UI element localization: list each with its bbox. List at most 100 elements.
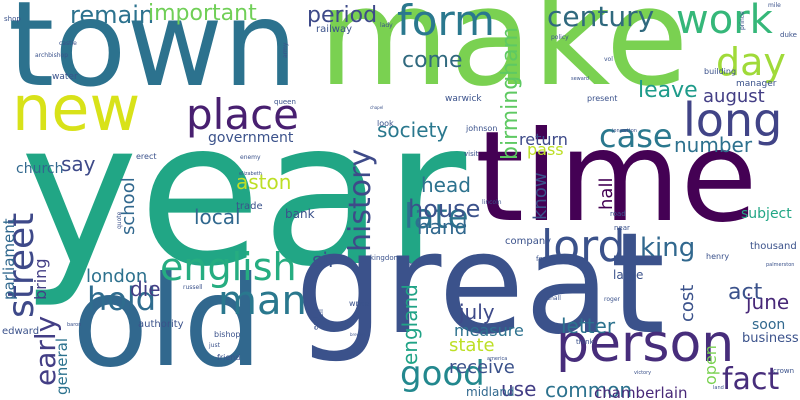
cloud-word-queen: queen <box>274 98 296 106</box>
cloud-word-hold: hold <box>87 280 157 318</box>
cloud-word-form: form <box>397 0 495 45</box>
cloud-word-archbishop: archbishop <box>35 52 68 59</box>
cloud-word-old: old <box>72 250 263 395</box>
cloud-word-manager: manager <box>736 79 777 89</box>
cloud-word-write: write <box>349 299 370 308</box>
cloud-word-erect: erect <box>136 152 157 161</box>
cloud-word-land: land <box>713 385 724 391</box>
cloud-word-king: king <box>640 233 696 263</box>
cloud-word-midland: midland <box>466 385 515 399</box>
cloud-word-bishop: bishop <box>214 330 241 339</box>
cloud-word-shop: shop <box>4 15 21 23</box>
cloud-word-act: act <box>728 280 763 305</box>
cloud-word-good: good <box>400 354 485 394</box>
cloud-word-year: year <box>20 78 467 311</box>
cloud-word-baron: baron <box>67 322 82 328</box>
cloud-word-bring: bring <box>31 258 50 300</box>
cloud-word-building: building <box>704 67 737 76</box>
cloud-word-enemy: enemy <box>240 154 261 161</box>
cloud-word-say: say <box>61 152 96 176</box>
cloud-word-come: come <box>402 48 463 73</box>
cloud-word-new: new <box>12 72 141 145</box>
cloud-word-measure: measure <box>454 321 524 340</box>
cloud-word-thousand: thousand <box>750 241 797 252</box>
cloud-word-church: church <box>16 161 64 177</box>
cloud-word-jonson: jonson <box>612 128 629 134</box>
cloud-word-soon: soon <box>752 317 786 333</box>
cloud-word-common: common <box>545 378 633 400</box>
cloud-word-man: man <box>218 278 307 324</box>
cloud-word-history: history <box>343 148 378 252</box>
cloud-word-period: period <box>307 3 378 28</box>
cloud-word-hand: hand <box>417 215 468 239</box>
cloud-word-near: near <box>614 224 630 232</box>
cloud-word-open: open <box>701 345 720 385</box>
cloud-word-railway: railway <box>316 24 353 35</box>
cloud-word-fact: fact <box>722 362 780 397</box>
cloud-word-work: work <box>676 0 773 43</box>
cloud-word-foot: foot <box>536 255 550 263</box>
cloud-word-trade: trade <box>236 201 263 212</box>
cloud-word-local: local <box>194 205 241 229</box>
cloud-word-house: house <box>408 195 481 223</box>
cloud-word-die: die <box>130 277 161 301</box>
cloud-word-kingdom: kingdom <box>370 254 401 262</box>
cloud-word-johnson: johnson <box>466 124 498 133</box>
cloud-word-society: society <box>377 118 449 142</box>
cloud-word-elizabeth: elizabeth <box>239 171 262 177</box>
cloud-word-august: august <box>703 86 765 107</box>
cloud-word-water: water <box>52 72 78 82</box>
cloud-word-aston: aston <box>236 170 292 194</box>
cloud-word-look: look <box>377 119 394 128</box>
cloud-word-late: late <box>404 197 469 237</box>
cloud-word-prince: prince <box>739 11 746 30</box>
cloud-word-brewery: brewery <box>350 332 367 337</box>
cloud-word-america: america <box>487 356 508 362</box>
cloud-word-case: case <box>599 117 673 155</box>
cloud-word-think: think <box>576 338 594 346</box>
cloud-word-vol: vol <box>604 56 613 63</box>
cloud-word-state: state <box>449 335 495 356</box>
cloud-word-century: century <box>547 0 655 33</box>
cloud-word-head: head <box>421 173 471 197</box>
cloud-word-day: day <box>716 40 786 84</box>
cloud-word-receive: receive <box>449 357 515 378</box>
cloud-word-mile: mile <box>768 2 781 9</box>
cloud-word-seward: seward <box>571 76 589 82</box>
cloud-word-army: army <box>282 42 289 58</box>
cloud-word-government: government <box>208 130 294 146</box>
cloud-word-great: great <box>295 203 666 366</box>
cloud-word-chamberlain: chamberlain <box>594 384 688 400</box>
cloud-word-june: june <box>746 290 790 314</box>
cloud-word-subject: subject <box>741 206 792 222</box>
cloud-word-warwick: warwick <box>445 94 482 104</box>
cloud-word-sir: sir <box>312 248 337 272</box>
cloud-word-present: present <box>587 94 618 103</box>
cloud-word-palmerston: palmerston <box>766 262 795 268</box>
cloud-word-town: town <box>8 0 298 113</box>
cloud-word-hall: hall <box>596 177 617 210</box>
cloud-word-long: long <box>683 93 783 147</box>
cloud-word-parliament: parliament <box>0 218 18 300</box>
cloud-word-business: business <box>742 331 799 346</box>
cloud-word-lady: lady <box>380 22 393 29</box>
cloud-word-make: make <box>318 0 689 116</box>
cloud-word-person: person <box>556 314 735 374</box>
cloud-word-shall: shall <box>547 295 561 302</box>
cloud-word-bank: bank <box>285 207 315 221</box>
cloud-word-victory: victory <box>634 370 652 376</box>
cloud-word-visit: visit <box>464 150 479 158</box>
cloud-word-earl: earl <box>312 316 320 330</box>
cloud-word-authority: authority <box>138 319 184 330</box>
cloud-word-just: just <box>209 342 220 349</box>
cloud-word-castle: castle <box>59 40 77 47</box>
cloud-word-crown: crown <box>773 367 795 375</box>
cloud-word-cotton: cotton <box>621 128 637 134</box>
cloud-word-policy: policy <box>551 34 569 41</box>
cloud-word-lincoln: lincoln <box>482 199 502 206</box>
cloud-word-chapel: chapel <box>370 105 384 110</box>
cloud-word-cost: cost <box>677 284 698 322</box>
cloud-word-time: time <box>475 105 758 250</box>
cloud-word-general: general <box>53 337 71 395</box>
